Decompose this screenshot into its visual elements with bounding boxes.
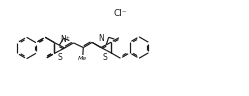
Text: Cl⁻: Cl⁻ [113, 9, 127, 18]
Text: S: S [103, 53, 108, 62]
Text: N⁺: N⁺ [60, 35, 70, 44]
Text: Me: Me [78, 56, 87, 61]
Text: S: S [58, 53, 62, 62]
Text: N: N [98, 34, 104, 43]
